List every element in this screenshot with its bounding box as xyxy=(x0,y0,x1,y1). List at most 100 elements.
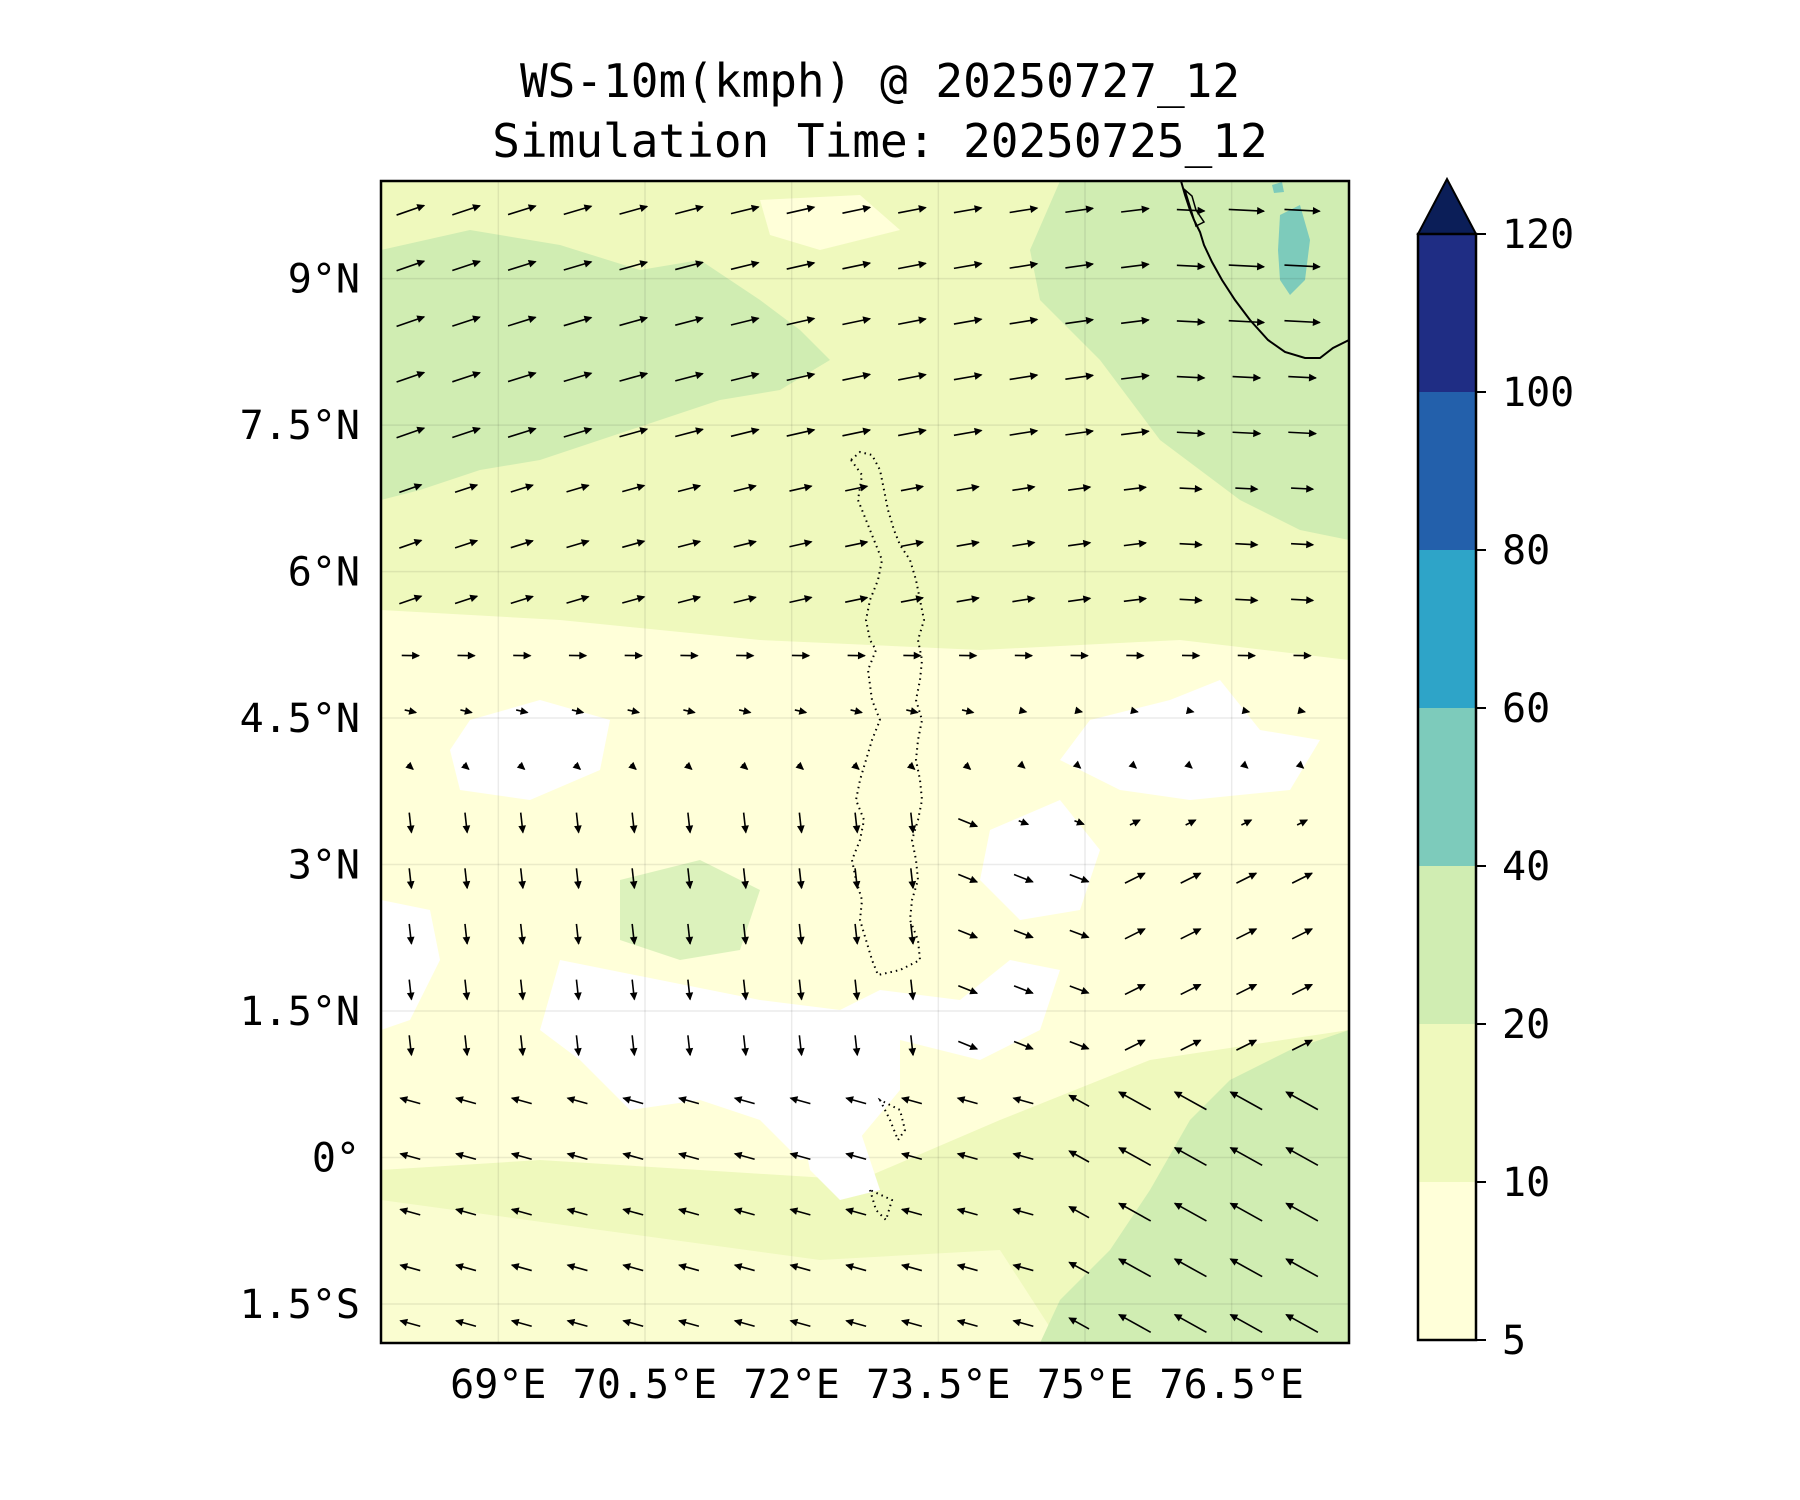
wind-vector-arrow xyxy=(574,923,582,945)
wind-vector-arrow xyxy=(1232,373,1262,382)
wind-vector-arrow xyxy=(622,1151,644,1161)
wind-vector-arrow xyxy=(906,761,916,771)
wind-vector-arrow xyxy=(455,1318,477,1327)
wind-vector-arrow xyxy=(619,427,649,438)
wind-vector-arrow xyxy=(396,259,426,272)
wind-vector-arrow xyxy=(1072,760,1082,769)
wind-vector-arrow xyxy=(455,1207,477,1216)
wind-vector-arrow xyxy=(406,868,415,890)
wind-vector-arrow xyxy=(1235,596,1259,604)
wind-vector-arrow xyxy=(956,484,980,492)
wind-vector-arrow xyxy=(900,1096,923,1105)
wind-vector-arrow xyxy=(789,1207,811,1216)
wind-vector-arrow xyxy=(1012,539,1036,548)
wind-vector-arrow xyxy=(574,979,582,1001)
wind-vector-arrow xyxy=(677,1318,700,1327)
wind-vector-arrow xyxy=(399,483,423,494)
wind-vector-arrow xyxy=(789,1318,811,1327)
wind-vector-arrow xyxy=(900,539,925,548)
wind-vector-arrow xyxy=(845,1263,867,1272)
wind-vector-arrow xyxy=(1232,429,1262,438)
wind-vector-arrow xyxy=(1284,206,1321,215)
wind-vector-arrow xyxy=(622,1263,644,1272)
wind-vector-arrow xyxy=(462,812,471,834)
wind-vector-arrow xyxy=(900,1318,923,1327)
wind-vector-arrow xyxy=(677,1207,700,1216)
wind-vector-arrow xyxy=(1241,819,1253,827)
wind-vector-arrow xyxy=(510,1263,532,1272)
wind-vector-arrow xyxy=(851,761,860,771)
lon-tick-label: 70.5°E xyxy=(573,1362,718,1408)
wind-vector-arrow xyxy=(399,1207,421,1216)
colorbar-tick-label: 80 xyxy=(1502,528,1550,574)
colorbar-segment xyxy=(1418,550,1476,708)
wind-vector-arrow xyxy=(1009,428,1039,436)
wind-vector-arrow xyxy=(566,539,590,549)
wind-vector-arrow xyxy=(733,1096,755,1105)
colorbar-segment xyxy=(1418,392,1476,550)
wind-vector-arrow xyxy=(462,1035,471,1057)
wind-vector-arrow xyxy=(518,868,526,890)
wind-vector-arrow xyxy=(513,651,532,660)
wind-vector-arrow xyxy=(786,427,816,437)
wind-vector-arrow xyxy=(1236,983,1258,996)
wind-vector-arrow xyxy=(518,1035,526,1057)
wind-vector-arrow xyxy=(730,427,760,438)
wind-vector-arrow xyxy=(677,1096,700,1105)
wind-vector-arrow xyxy=(953,205,983,214)
wind-vector-arrow xyxy=(627,707,641,715)
wind-vector-arrow xyxy=(507,260,537,272)
wind-vector-arrow xyxy=(1123,539,1148,548)
wind-vector-arrow xyxy=(1184,760,1193,769)
wind-vector-arrow xyxy=(958,818,979,828)
wind-vector-arrow xyxy=(958,929,979,939)
wind-vector-arrow xyxy=(1068,1150,1090,1163)
wind-vector-arrow xyxy=(629,1035,638,1057)
lat-tick-label: 7.5°N xyxy=(240,403,360,449)
maldives-atolls xyxy=(849,450,926,1222)
wind-vector-arrow xyxy=(791,651,811,660)
colorbar: 5 10 20 40 60 80 100 120 xyxy=(1416,176,1574,1364)
wind-vector-arrow xyxy=(454,594,479,605)
wind-vector-arrow xyxy=(1288,373,1317,382)
wind-vector-arrow xyxy=(898,316,927,326)
wind-vector-arrow xyxy=(1291,596,1315,604)
wind-vector-arrow xyxy=(730,316,760,326)
wind-speed-zone-20-40 xyxy=(381,181,1349,1343)
wind-vector-arrow xyxy=(845,539,869,548)
wind-vector-arrow xyxy=(741,979,749,1001)
map-frame xyxy=(379,179,1351,1345)
wind-vector-arrow xyxy=(733,1318,755,1327)
wind-vector-arrow xyxy=(675,427,704,438)
wind-vector-arrow xyxy=(1070,651,1089,660)
wind-vector-arrow xyxy=(1065,428,1095,436)
wind-vector-arrow xyxy=(1173,1146,1207,1166)
wind-vector-arrow xyxy=(507,204,537,216)
wind-vector-arrow xyxy=(1176,262,1206,271)
wind-vector-arrow xyxy=(852,1035,861,1057)
wind-vector-arrow xyxy=(733,483,757,493)
lat-tick-label: 3°N xyxy=(288,843,360,889)
wind-speed-zone-40-60 xyxy=(1272,182,1310,295)
wind-vector-arrow xyxy=(1068,1317,1090,1330)
wind-vector-arrow xyxy=(842,205,872,214)
wind-vector-arrow xyxy=(1065,316,1095,325)
wind-vector-arrow xyxy=(956,1318,978,1327)
wind-vector-arrow xyxy=(677,1263,700,1272)
wind-vector-arrow xyxy=(1068,1205,1090,1219)
wind-vector-arrow xyxy=(958,873,979,883)
wind-vector-arrow xyxy=(622,539,646,549)
wind-vector-arrow xyxy=(566,1207,588,1216)
wind-vector-arrow xyxy=(852,868,861,890)
wind-vector-arrow xyxy=(1012,1151,1034,1161)
wind-vector-arrow xyxy=(1229,1146,1263,1166)
wind-vector-arrow xyxy=(1118,1091,1152,1111)
wind-vector-arrow xyxy=(1185,819,1197,827)
wind-vector-arrow xyxy=(566,483,590,493)
wind-vector-arrow xyxy=(1009,372,1039,381)
wind-vector-arrow xyxy=(510,1096,532,1105)
wind-vector-arrow xyxy=(1235,484,1259,493)
colorbar-segment xyxy=(1418,708,1476,866)
wind-vector-arrow xyxy=(1121,316,1150,325)
wind-vector-arrow xyxy=(1121,261,1150,269)
